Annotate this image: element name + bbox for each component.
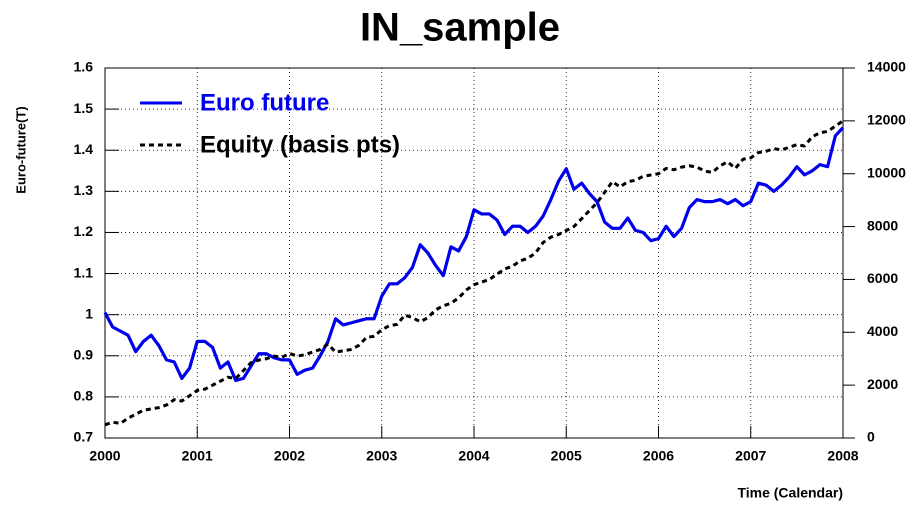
x-tick-label: 2008 <box>827 448 858 464</box>
y2-tick-label: 12000 <box>867 112 906 128</box>
x-tick-label: 2000 <box>89 448 120 464</box>
x-tick-label: 2005 <box>551 448 582 464</box>
x-axis-label: Time (Calendar) <box>737 485 843 501</box>
series-line <box>103 126 845 383</box>
y-axis-label: Euro-future(T) <box>13 106 28 193</box>
y-tick-label: 1.1 <box>74 264 94 280</box>
series-line <box>104 119 844 427</box>
y2-tick-label: 8000 <box>867 217 898 233</box>
y2-tick-label: 14000 <box>867 59 906 75</box>
legend-label: Euro future <box>200 89 329 116</box>
x-tick-label: 2003 <box>366 448 397 464</box>
y-tick-label: 1.3 <box>74 182 94 198</box>
y2-tick-label: 6000 <box>867 270 898 286</box>
y2-tick-label: 2000 <box>867 376 898 392</box>
y-tick-label: 0.9 <box>74 346 94 362</box>
y-tick-label: 1.4 <box>74 141 94 157</box>
x-tick-label: 2004 <box>458 448 489 464</box>
legend-label: Equity (basis pts) <box>200 131 400 158</box>
y-tick-label: 0.8 <box>74 388 94 404</box>
y-tick-label: 1 <box>85 305 93 321</box>
x-tick-label: 2001 <box>182 448 213 464</box>
y-tick-label: 1.5 <box>74 100 94 116</box>
chart-title: IN_sample <box>360 6 560 50</box>
y-tick-label: 1.2 <box>74 223 94 239</box>
y-tick-label: 1.6 <box>74 59 94 75</box>
y-tick-label: 0.7 <box>74 429 94 445</box>
x-tick-label: 2006 <box>643 448 674 464</box>
y2-tick-label: 4000 <box>867 323 898 339</box>
y2-tick-label: 10000 <box>867 164 906 180</box>
x-tick-label: 2002 <box>274 448 305 464</box>
y2-tick-label: 0 <box>867 429 875 445</box>
x-tick-label: 2007 <box>735 448 766 464</box>
